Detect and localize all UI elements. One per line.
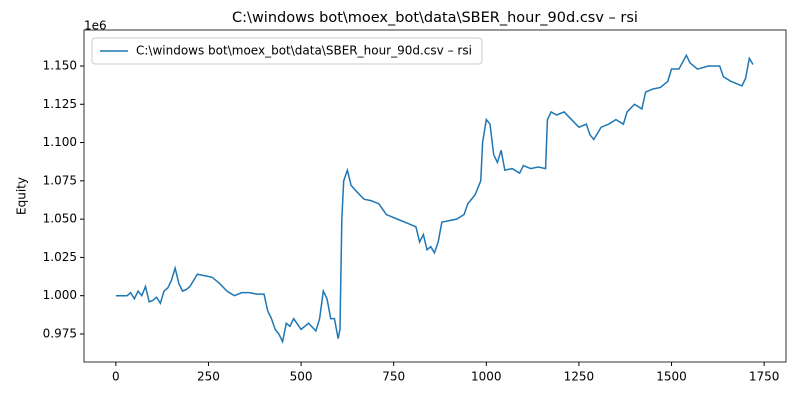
x-tick-label: 1750 — [749, 370, 780, 384]
series-line — [115, 53, 754, 344]
x-tick-label: 0 — [112, 370, 120, 384]
y-tick-label: 1.000 — [43, 288, 77, 302]
plot-frame — [83, 29, 787, 363]
x-tick-label: 250 — [197, 370, 220, 384]
y-axis-label: Equity — [15, 177, 29, 215]
chart-title: C:\windows bot\moex_bot\data\SBER_hour_9… — [232, 10, 638, 26]
x-tick-label: 1500 — [656, 370, 687, 384]
y-tick-label: 1.050 — [43, 212, 77, 226]
x-tick-label: 750 — [382, 370, 405, 384]
y-tick-label: 0.975 — [43, 326, 77, 340]
x-tick-label: 1000 — [471, 370, 502, 384]
y-tick-label: 1.025 — [43, 250, 77, 264]
y-tick-label: 1.075 — [43, 173, 77, 187]
y-tick-label: 1.100 — [43, 135, 77, 149]
y-tick-label: 1.125 — [43, 97, 77, 111]
legend-label: C:\windows bot\moex_bot\data\SBER_hour_9… — [136, 44, 472, 58]
y-offset-text: 1e6 — [84, 19, 107, 33]
y-tick-label: 1.150 — [43, 58, 77, 72]
x-tick-label: 1250 — [564, 370, 595, 384]
x-tick-label: 500 — [290, 370, 313, 384]
legend-box — [91, 37, 483, 65]
